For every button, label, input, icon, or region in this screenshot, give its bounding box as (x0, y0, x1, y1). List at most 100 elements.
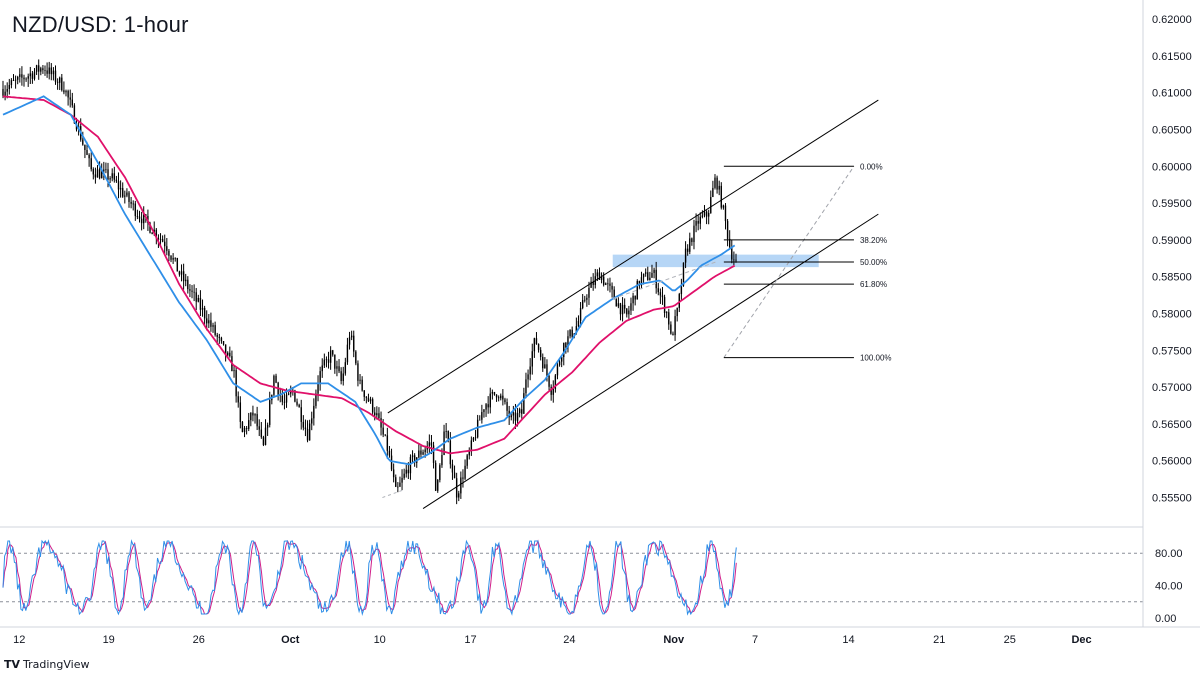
candle-body (621, 304, 624, 315)
candle-body (390, 455, 393, 470)
candle-body (422, 452, 424, 455)
candle-body (90, 158, 92, 170)
candle-body (317, 383, 319, 394)
candle-body (592, 281, 594, 285)
candle-body (82, 139, 84, 145)
price-tick-label: 0.55500 (1152, 493, 1192, 505)
candle-body (710, 197, 712, 213)
candle-body (195, 292, 197, 302)
candle-body (143, 214, 145, 224)
candle-body (73, 105, 76, 124)
candle-body (245, 427, 248, 429)
candle-body (626, 308, 628, 315)
candle-body (460, 477, 462, 494)
candle-body (168, 250, 170, 256)
candle-body (686, 248, 689, 252)
candle-body (703, 211, 706, 216)
candle-body (367, 397, 370, 402)
candle-body (296, 401, 298, 405)
candle-body (609, 283, 611, 286)
candle-body (437, 479, 439, 491)
candle-body (653, 269, 655, 273)
candle-body (613, 289, 615, 300)
candle-body (210, 320, 212, 327)
candle-body (418, 450, 420, 458)
candle-body (638, 281, 641, 286)
candle-body (659, 292, 662, 296)
candle-body (716, 177, 718, 190)
candle-body (489, 393, 491, 408)
candle-body (581, 300, 584, 308)
candle-body (27, 76, 29, 79)
candle-body (229, 352, 231, 357)
candle-body (537, 344, 540, 350)
candle-body (363, 390, 365, 397)
candle-body (682, 262, 685, 286)
candle-body (262, 437, 265, 445)
oscillator-panel: 80.00 40.00 0.00 (0, 539, 1183, 625)
candle-body (300, 407, 302, 422)
fib-level-label: 100.00% (860, 354, 892, 363)
price-tick-label: 0.60000 (1152, 161, 1192, 173)
price-tick-label: 0.62000 (1152, 14, 1192, 26)
price-tick-label: 0.59000 (1152, 235, 1192, 247)
candle-body (432, 445, 435, 463)
candle-body (466, 455, 468, 466)
candle-body (248, 420, 250, 429)
candle-body (86, 150, 88, 155)
candle-body (615, 299, 617, 307)
candle-body (285, 394, 288, 403)
candle-body (705, 211, 708, 217)
candle-body (552, 388, 554, 395)
candle-body (38, 65, 40, 72)
candle-body (376, 413, 378, 416)
candle-body (382, 427, 384, 435)
candle-body (395, 477, 397, 487)
support-zone (612, 254, 819, 268)
candle-body (52, 70, 55, 75)
candle-body (476, 419, 479, 438)
candle-body (164, 241, 166, 247)
candle-body (33, 71, 36, 79)
candle-body (155, 229, 158, 239)
candle-body (531, 351, 533, 367)
candle-body (712, 187, 714, 198)
candle-body (348, 337, 351, 345)
candle-body (241, 421, 244, 432)
candle-body (590, 281, 592, 288)
candle-body (361, 379, 363, 391)
candle-body (250, 412, 252, 421)
candle-body (336, 366, 338, 369)
candle-body (182, 271, 185, 282)
candle-body (397, 486, 399, 488)
candle-body (722, 205, 725, 208)
candle-body (644, 272, 647, 274)
candle-body (605, 283, 607, 285)
candle-body (109, 178, 111, 180)
candle-body (563, 342, 565, 358)
candle-body (670, 324, 672, 334)
candle-body (233, 370, 235, 372)
candle-body (380, 418, 382, 428)
candle-body (172, 257, 174, 260)
candle-body (691, 238, 693, 243)
candle-body (208, 320, 210, 324)
candle-body (273, 375, 275, 395)
candle-body (546, 364, 548, 376)
fib-level-label: 0.00% (860, 162, 883, 171)
price-tick-label: 0.60500 (1152, 124, 1192, 136)
candle-body (130, 201, 132, 204)
candle-body (378, 413, 380, 419)
candle-body (17, 76, 19, 80)
candle-body (462, 477, 464, 479)
tradingview-brand: TV TradingView (4, 658, 90, 671)
candle-body (19, 74, 21, 77)
candle-body (468, 451, 470, 456)
candle-body (88, 154, 90, 159)
candle-body (180, 271, 183, 275)
candle-body (607, 283, 609, 285)
candle-body (149, 223, 151, 233)
time-tick-label: 17 (464, 634, 476, 646)
candle-body (6, 88, 8, 92)
